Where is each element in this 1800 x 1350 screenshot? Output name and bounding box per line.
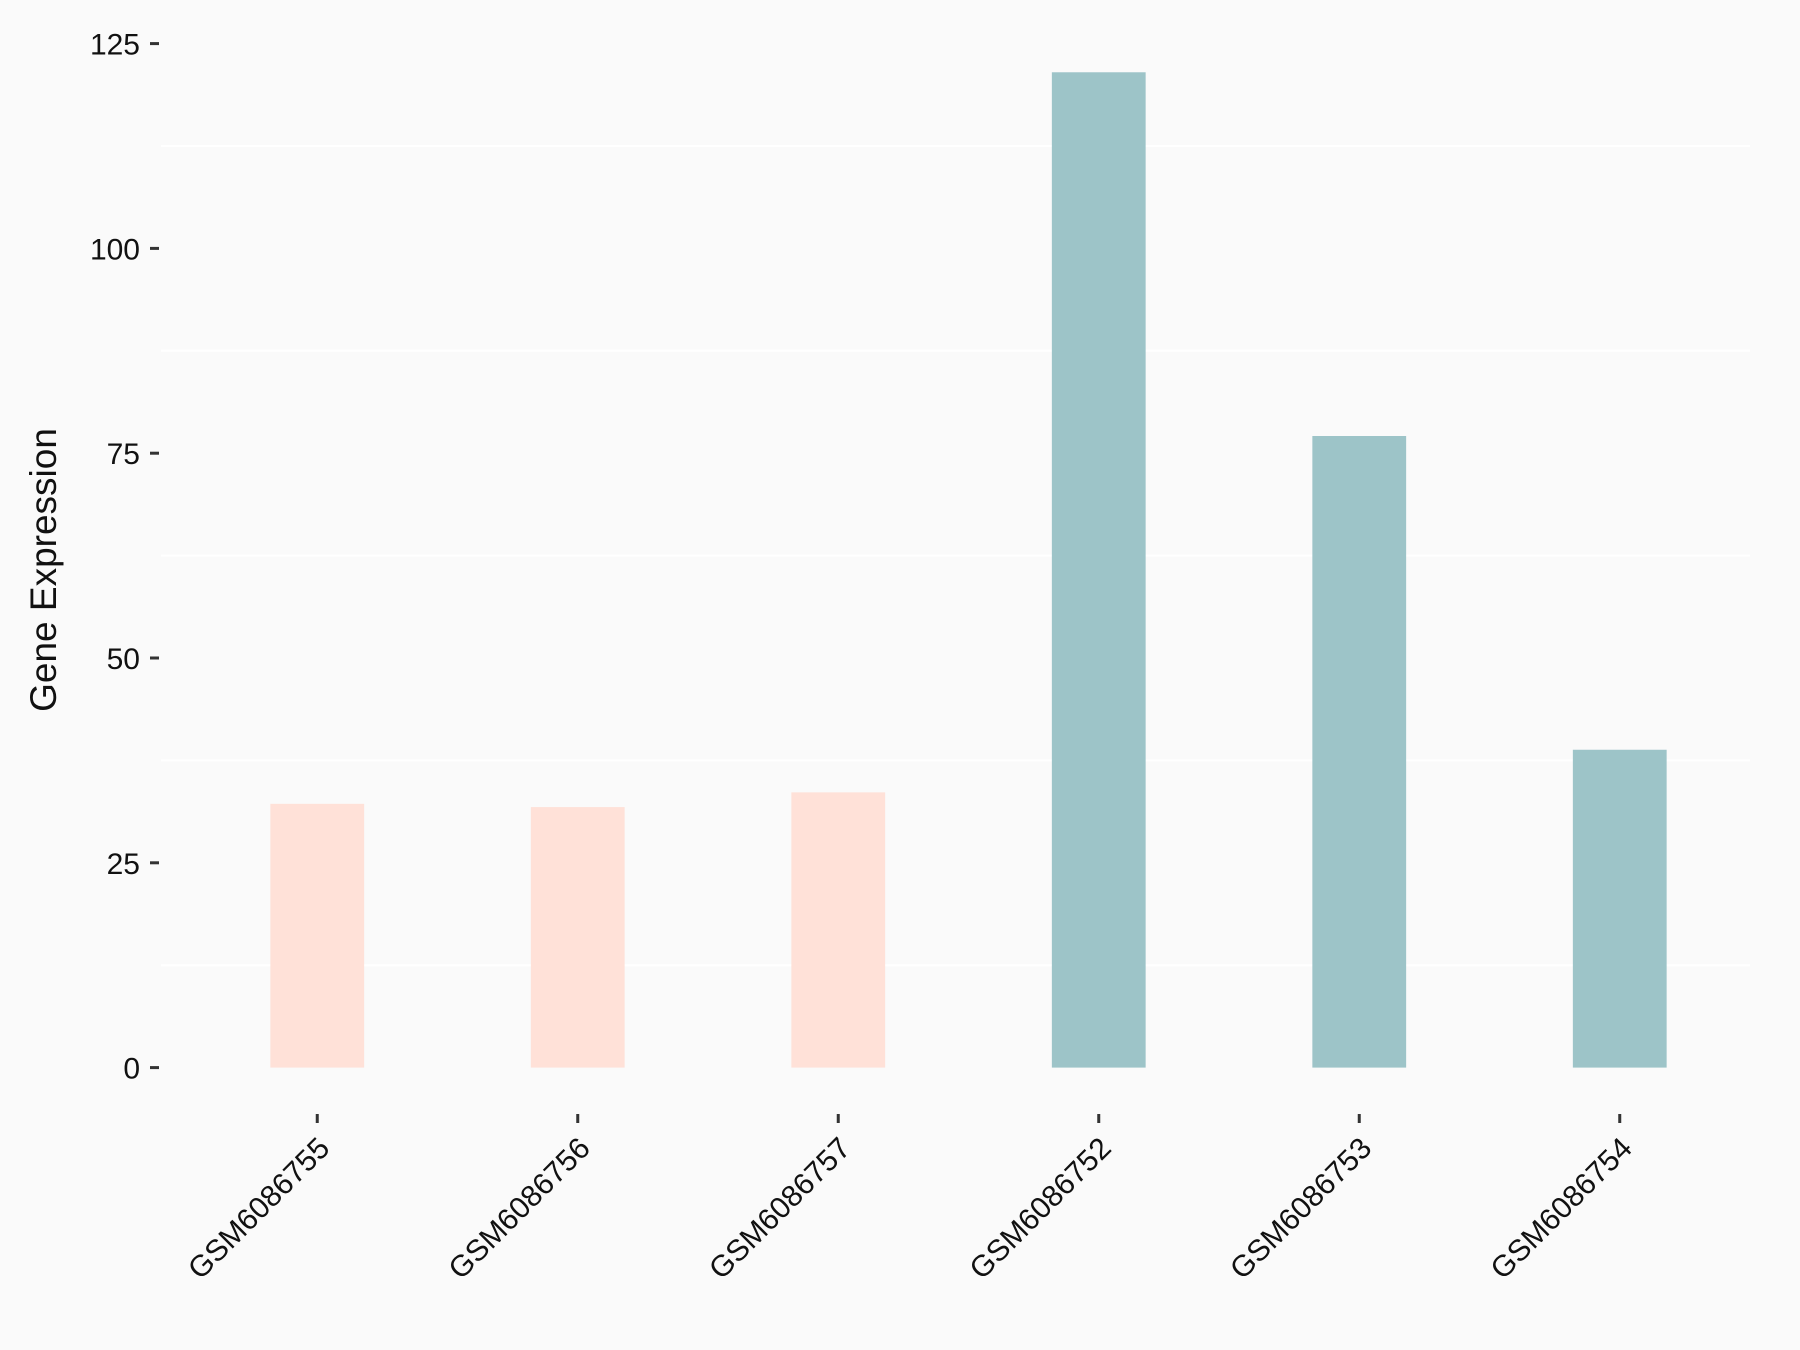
y-tick-label: 25 <box>107 848 140 881</box>
bar <box>530 807 625 1068</box>
bar <box>1572 749 1667 1068</box>
bar <box>270 803 365 1068</box>
y-tick-label: 0 <box>123 1053 140 1086</box>
bar <box>1312 435 1407 1068</box>
bar <box>791 792 886 1068</box>
y-tick-label: 100 <box>90 233 140 266</box>
y-tick-label: 50 <box>107 643 140 676</box>
y-tick-label: 125 <box>90 29 140 62</box>
y-axis-title: Gene Expression <box>23 428 64 712</box>
bar <box>1051 72 1146 1068</box>
y-tick-label: 75 <box>107 438 140 471</box>
